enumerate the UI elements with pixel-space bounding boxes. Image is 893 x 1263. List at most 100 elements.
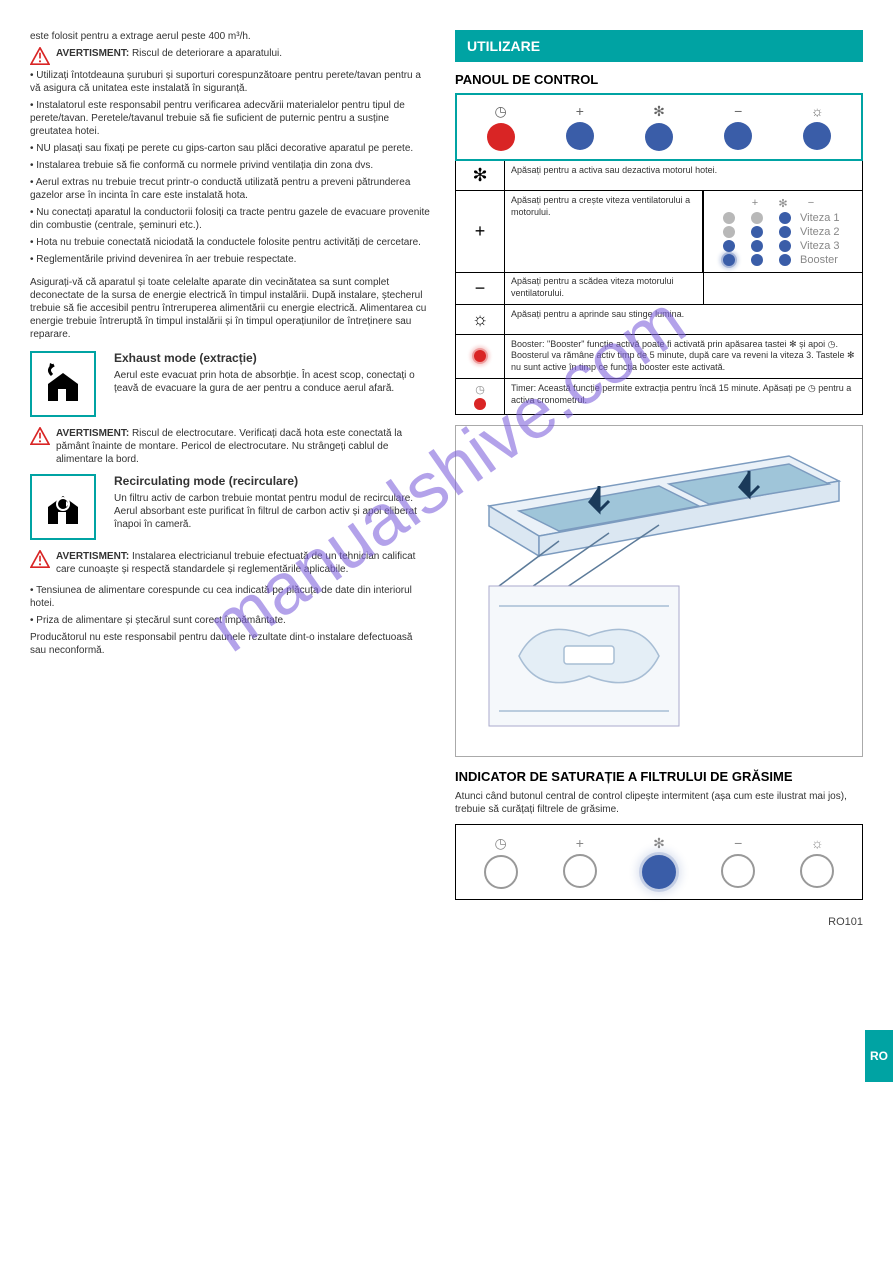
utilizare-header: UTILIZARE	[455, 30, 863, 62]
timer-icon-cell: ◷	[456, 379, 505, 414]
fan-icon: ✻	[653, 103, 665, 120]
timer-clock-small-icon: ◷	[475, 383, 485, 396]
hdr-fan: ✻	[770, 197, 796, 210]
minus-desc: Apăsați pentru a scădea viteza motorului…	[505, 272, 704, 303]
sat-plus-icon: +	[576, 835, 584, 851]
hdr-minus: −	[798, 197, 824, 210]
exhaust-mode-title: Exhaust mode (extracție)	[114, 351, 430, 365]
filter-illustration	[455, 425, 863, 757]
sat-light-button[interactable]: ☼	[800, 835, 834, 889]
bullet-2: • Instalatorul este responsabil pentru v…	[30, 99, 430, 138]
plus-circle	[566, 122, 594, 150]
timer-desc: Timer: Această funcție permite extracția…	[505, 379, 862, 414]
sat-plus-button[interactable]: +	[563, 835, 597, 889]
booster-clock-inline-icon: ◷	[828, 339, 836, 349]
exhaust-mode-text: Exhaust mode (extracție) Aerul este evac…	[114, 351, 430, 399]
warning-yellow-row: AVERTISMENT: Riscul de electrocutare. Ve…	[30, 427, 430, 470]
speed-label-3: Viteza 3	[800, 240, 850, 252]
sat-light-icon: ☼	[811, 835, 824, 851]
sat-minus-circle	[721, 854, 755, 888]
sat-light-circle	[800, 854, 834, 888]
sat-fan-icon: ✻	[653, 835, 665, 852]
bullet-7: • Hota nu trebuie conectată niciodată la…	[30, 236, 430, 249]
sat-fan-button[interactable]: ✻	[642, 835, 676, 889]
warning-3-row: AVERTISMENT: Instalarea electricianul tr…	[30, 550, 430, 580]
control-panel-title: Panoul de control	[455, 72, 863, 87]
saturation-panel: ◷ + ✻ − ☼	[455, 824, 863, 900]
filter-title: Indicator de saturație a filtrului de gr…	[455, 769, 863, 784]
warning-triangle-icon	[30, 427, 50, 445]
hdr-plus: +	[742, 197, 768, 210]
speed-row-3: Viteza 3	[708, 240, 858, 252]
bullet-6: • Nu conectați aparatul la conductorii f…	[30, 206, 430, 232]
func-row-booster: Booster: "Booster" funcție activă poate …	[456, 335, 862, 379]
speed-row-1: Viteza 1	[708, 212, 858, 224]
warning-triangle-icon	[30, 550, 50, 568]
warning-yellow-label: AVERTISMENT:	[56, 428, 129, 439]
exhaust-mode-body: Aerul este evacuat prin hota de absorbți…	[114, 369, 430, 395]
bullet-1: • Utilizați întotdeauna șuruburi și supo…	[30, 69, 430, 95]
fan-circle	[645, 123, 673, 151]
warning-yellow-text: AVERTISMENT: Riscul de electrocutare. Ve…	[56, 427, 430, 466]
speed-header-row: + ✻ −	[708, 197, 858, 210]
fan-desc: Apăsați pentru a activa sau dezactiva mo…	[505, 161, 862, 190]
speed-matrix-ext	[704, 272, 862, 303]
minus-circle	[724, 122, 752, 150]
bullet-4: • Instalarea trebuie să fie conformă cu …	[30, 159, 430, 172]
right-column: UTILIZARE Panoul de control ◷ + ✻ −	[455, 30, 863, 900]
page-container: este folosit pentru a extrage aerul pest…	[0, 0, 893, 910]
warning-3-text: AVERTISMENT: Instalarea electricianul tr…	[56, 550, 430, 576]
sat-timer-circle	[484, 855, 518, 889]
sat-plus-circle	[563, 854, 597, 888]
booster-icon-cell	[456, 335, 505, 378]
exhaust-mode-icon	[30, 351, 96, 417]
recirc-mode-title: Recirculating mode (recirculare)	[114, 474, 430, 488]
sat-minus-button[interactable]: −	[721, 835, 755, 889]
function-table: ✻ Apăsați pentru a activa sau dezactiva …	[455, 161, 863, 415]
light-icon-cell: ☼	[456, 305, 505, 334]
sat-fan-circle-active	[642, 855, 676, 889]
booster-desc: Booster: "Booster" funcție activă poate …	[505, 335, 862, 378]
sat-timer-button[interactable]: ◷	[484, 835, 518, 889]
booster-line3: Boosterul va rămâne activ timp de 5 minu…	[511, 350, 845, 360]
warning-triangle-icon	[30, 47, 50, 65]
fan-button[interactable]: ✻	[645, 103, 673, 151]
booster-line2: și apoi	[799, 339, 825, 349]
light-circle	[803, 122, 831, 150]
plus-desc: Apăsați pentru a crește viteza ventilato…	[505, 191, 703, 272]
timer-icon: ◷	[494, 103, 506, 120]
func-row-plus: + Apăsați pentru a crește viteza ventila…	[456, 191, 862, 273]
page-number: RO101	[0, 910, 893, 948]
booster-glow-icon	[474, 350, 486, 362]
plus-button[interactable]: +	[566, 103, 594, 151]
bottom-bullet-2: • Priza de alimentare și ștecărul sunt c…	[30, 614, 430, 627]
timer-clock-inline-icon: ◷	[808, 383, 816, 393]
func-row-minus: − Apăsați pentru a scădea viteza motorul…	[456, 272, 862, 304]
light-desc: Apăsați pentru a aprinde sau stinge lumi…	[505, 305, 862, 334]
bullet-3: • NU plasați sau fixați pe perete cu gip…	[30, 142, 430, 155]
bullet-5: • Aerul extras nu trebuie trecut printr-…	[30, 176, 430, 202]
func-row-timer: ◷ Timer: Această funcție permite extracț…	[456, 379, 862, 414]
warning-1-label: AVERTISMENT:	[56, 48, 129, 59]
warning-2-block: Asigurați-vă că aparatul și toate celela…	[30, 276, 430, 341]
speed-label-2: Viteza 2	[800, 226, 850, 238]
sat-timer-icon: ◷	[494, 835, 506, 852]
filter-text: Atunci când butonul central de control c…	[455, 790, 863, 816]
warning-row-1: AVERTISMENT: Riscul de deteriorare a apa…	[30, 47, 430, 65]
light-icon: ☼	[811, 103, 824, 119]
left-column: este folosit pentru a extrage aerul pest…	[30, 30, 430, 900]
timer-red-icon	[474, 398, 486, 410]
timer-line1: Timer: Această funcție permite extracția…	[511, 383, 805, 393]
func-row-light: ☼ Apăsați pentru a aprinde sau stinge lu…	[456, 305, 862, 335]
minus-button[interactable]: −	[724, 103, 752, 151]
booster-line4: nu sunt active în timp ce funcția booste…	[511, 362, 725, 372]
warning-1-text: AVERTISMENT: Riscul de deteriorare a apa…	[56, 47, 282, 61]
light-button[interactable]: ☼	[803, 103, 831, 151]
bottom-bullet-1: • Tensiunea de alimentare corespunde cu …	[30, 584, 430, 610]
booster-fan-inline-icon: ✻	[789, 339, 797, 349]
timer-circle	[487, 123, 515, 151]
timer-button[interactable]: ◷	[487, 103, 515, 151]
speed-matrix: + ✻ − Viteza 1 Viteza 2	[703, 191, 862, 272]
exhaust-mode-row: Exhaust mode (extracție) Aerul este evac…	[30, 351, 430, 417]
plus-icon-cell: +	[456, 191, 505, 272]
